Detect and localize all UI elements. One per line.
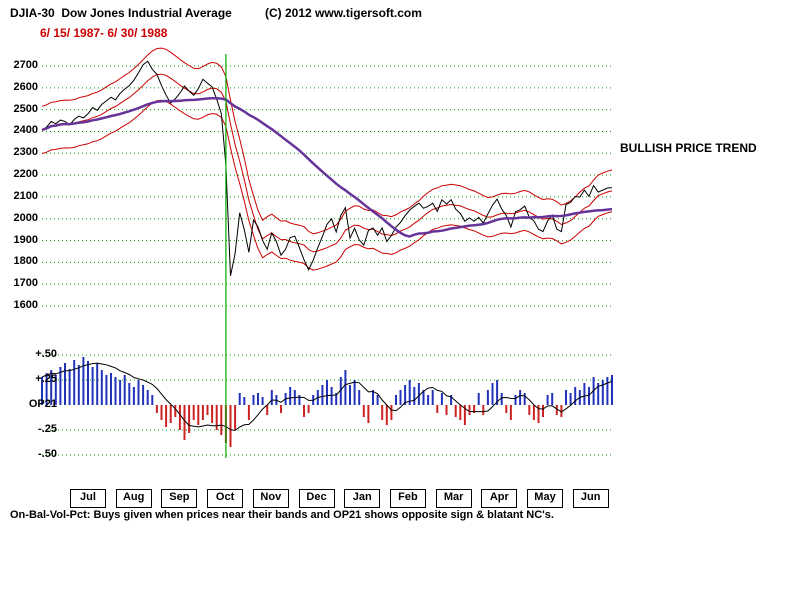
month-label: Dec: [298, 489, 335, 508]
op21-y-axis: +.50 +.25 OP21 -.25 -.50: [25, 0, 57, 480]
price-tick-label: 1600: [13, 299, 38, 311]
op21-tick-label: +.50: [35, 348, 57, 360]
lower-band-line: [41, 99, 613, 271]
month-label: Aug: [115, 489, 152, 508]
month-label: Jan: [344, 489, 381, 508]
price-tick-label: 2200: [13, 168, 38, 181]
footnote: On-Bal-Vol-Pct: Buys given when prices n…: [10, 509, 554, 521]
op21-tick-label: -.50: [38, 448, 57, 460]
op21-line: [41, 362, 613, 431]
price-tick-label: 1700: [13, 277, 38, 290]
month-label: Jul: [70, 489, 106, 508]
trend-annotation: BULLISH PRICE TREND: [620, 141, 757, 155]
mid-band-line: [41, 73, 613, 253]
price-tick-label: 2700: [13, 59, 38, 71]
month-label: Sep: [161, 489, 198, 508]
month-label: Nov: [252, 489, 289, 508]
month-label: Mar: [435, 489, 472, 508]
month-label: May: [527, 489, 563, 508]
price-tick-label: 2500: [13, 102, 38, 115]
op21-tick-label: -.25: [38, 423, 57, 435]
price-tick-label: 2300: [13, 146, 38, 159]
price-tick-label: 2000: [13, 211, 38, 224]
price-tick-label: 2400: [13, 124, 38, 137]
upper-band-line: [41, 47, 613, 235]
price-tick-label: 2100: [13, 189, 38, 202]
price-tick-label: 2600: [13, 80, 38, 93]
op21-tick-label: +.25: [35, 373, 57, 385]
chart-title: DJIA-30 Dow Jones Industrial Average: [10, 6, 232, 20]
price-tick-label: 1800: [13, 255, 38, 268]
month-label: Jun: [572, 489, 609, 508]
month-axis: Jul Aug Sep Oct Nov Dec Jan Feb Mar Apr May Jun: [0, 489, 800, 509]
month-label: Oct: [207, 489, 244, 508]
month-label: Apr: [481, 489, 518, 508]
price-line: [41, 60, 613, 277]
price-tick-label: 1900: [13, 233, 38, 246]
price-y-axis: 2700 2600 2500 2400 2300 2200 2100 2000 1900 1800…: [6, 0, 38, 340]
op21-tick-label: OP21: [28, 398, 57, 410]
month-label: Feb: [389, 489, 426, 508]
copyright-text: (C) 2012 www.tigersoft.com: [265, 6, 422, 20]
moving-average-line: [41, 96, 613, 238]
date-range: 6/ 15/ 1987- 6/ 30/ 1988: [40, 26, 168, 40]
